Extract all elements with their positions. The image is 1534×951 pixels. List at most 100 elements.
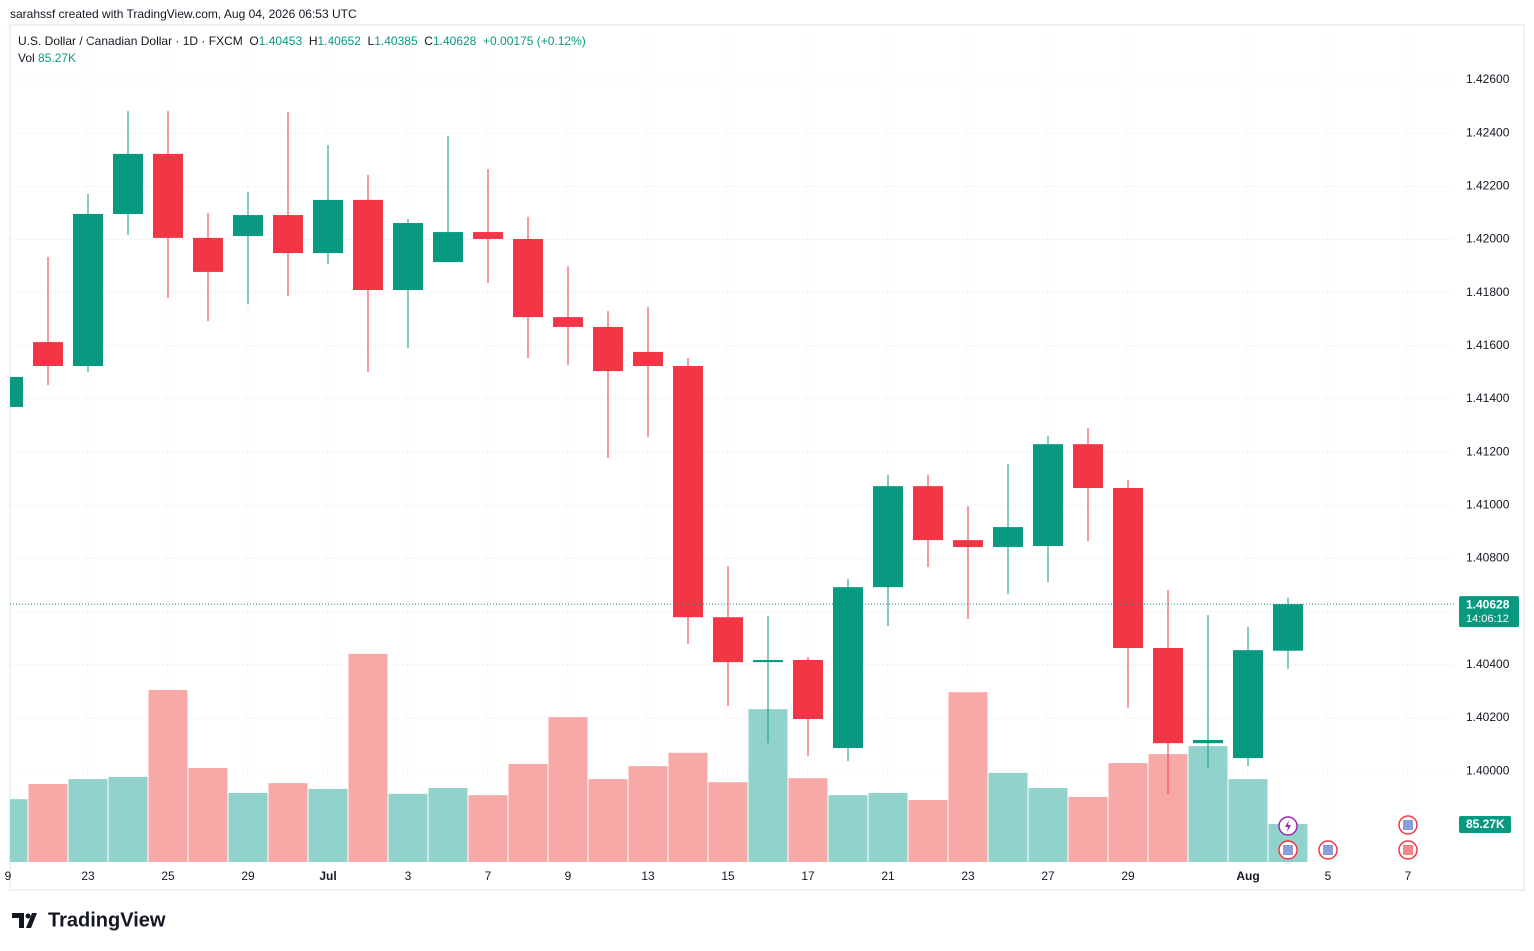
vol-label: Vol bbox=[18, 51, 35, 65]
event-icons bbox=[1278, 815, 1418, 860]
volume-bar bbox=[988, 772, 1028, 862]
o-label: O bbox=[249, 34, 259, 48]
candle-body bbox=[1033, 444, 1063, 546]
x-tick-label: 9 bbox=[565, 869, 572, 883]
volume-bar bbox=[1028, 788, 1068, 862]
volume-bar bbox=[628, 766, 668, 862]
last-price-label: 1.40628 bbox=[1466, 597, 1510, 611]
candle-body bbox=[433, 232, 463, 263]
volume-bar bbox=[948, 692, 988, 862]
candle-body bbox=[553, 317, 583, 327]
candle-body bbox=[633, 351, 663, 367]
vol-legend: Vol 85.27K bbox=[18, 51, 76, 65]
volume-bar bbox=[10, 799, 28, 862]
price-pane bbox=[10, 111, 1455, 795]
y-tick-label: 1.41600 bbox=[1466, 338, 1510, 352]
x-tick-label: Jul bbox=[319, 869, 336, 883]
volume-bar bbox=[508, 763, 548, 862]
brand-logo-dot bbox=[25, 913, 31, 919]
x-tick-label: 23 bbox=[81, 869, 95, 883]
x-tick-label: 29 bbox=[1121, 869, 1135, 883]
volume-bar bbox=[428, 788, 468, 862]
volume-bar bbox=[868, 792, 908, 862]
volume-bar bbox=[268, 783, 308, 862]
c-value: 1.40628 bbox=[432, 34, 477, 48]
frame bbox=[9, 24, 1525, 891]
volume-bar bbox=[1228, 779, 1268, 862]
volume-bar bbox=[1068, 796, 1108, 862]
symbol: U.S. Dollar / Canadian Dollar · 1D · FXC… bbox=[18, 34, 243, 48]
axes: 1.400001.402001.404001.406001.408001.410… bbox=[5, 72, 1519, 883]
candle-body bbox=[593, 326, 623, 372]
l-value: 1.40385 bbox=[374, 34, 418, 48]
x-tick-label: 21 bbox=[881, 869, 895, 883]
volume-bar bbox=[108, 776, 148, 862]
candle-body bbox=[1193, 739, 1223, 744]
x-tick-label: 23 bbox=[961, 869, 975, 883]
candle-body bbox=[473, 232, 503, 239]
flag-us bbox=[1323, 845, 1333, 855]
volume-bar bbox=[908, 800, 948, 862]
volume-bar bbox=[348, 653, 388, 862]
x-tick-label: 15 bbox=[721, 869, 735, 883]
y-tick-label: 1.42200 bbox=[1466, 179, 1510, 193]
candle-body bbox=[913, 486, 943, 541]
candle-body bbox=[10, 376, 23, 407]
candle-body bbox=[993, 527, 1023, 548]
candle-body bbox=[193, 237, 223, 272]
candle-body bbox=[753, 659, 783, 663]
volume-pane bbox=[10, 653, 1308, 862]
volume-bar bbox=[308, 788, 348, 862]
volume-bar bbox=[668, 752, 708, 862]
countdown: 14:06:12 bbox=[1466, 613, 1509, 625]
h-label: H bbox=[308, 34, 318, 48]
brand: TradingView bbox=[12, 909, 166, 931]
candle-body bbox=[873, 486, 903, 588]
volume-label-box bbox=[1459, 815, 1511, 833]
volume-bar bbox=[828, 795, 868, 862]
candle-body bbox=[513, 238, 543, 318]
vol-value: 85.27K bbox=[38, 51, 77, 65]
credit: sarahssf created with TradingView.com, A… bbox=[10, 7, 357, 21]
volume-bar bbox=[68, 779, 108, 862]
candle-body bbox=[833, 587, 863, 748]
volume-bar bbox=[148, 689, 188, 862]
x-tick-label: 29 bbox=[241, 869, 255, 883]
candle-body bbox=[313, 199, 343, 254]
candle-body bbox=[793, 659, 823, 720]
l-label: L bbox=[367, 34, 375, 48]
y-tick-label: 1.41200 bbox=[1466, 444, 1510, 458]
volume-bar bbox=[468, 795, 508, 862]
volume-bar bbox=[188, 767, 228, 862]
x-tick-label: 9 bbox=[5, 869, 12, 883]
candle-body bbox=[33, 342, 63, 367]
y-tick-label: 1.42600 bbox=[1466, 72, 1510, 86]
candle-body bbox=[713, 617, 743, 663]
volume-bar bbox=[1108, 763, 1148, 862]
brand-logo bbox=[12, 913, 37, 928]
candle-body bbox=[393, 223, 423, 291]
volume-bar bbox=[388, 793, 428, 862]
x-tick-label: Aug bbox=[1236, 869, 1259, 883]
flag-ca bbox=[1403, 845, 1413, 855]
candle-body bbox=[153, 153, 183, 238]
y-tick-label: 1.41800 bbox=[1466, 285, 1510, 299]
candle-body bbox=[673, 366, 703, 618]
volume-bar bbox=[28, 784, 68, 862]
x-tick-label: 7 bbox=[1405, 869, 1412, 883]
y-tick-label: 1.40400 bbox=[1466, 657, 1510, 671]
y-tick-label: 1.41000 bbox=[1466, 497, 1510, 511]
y-tick-label: 1.42000 bbox=[1466, 232, 1510, 246]
volume-bar bbox=[788, 778, 828, 862]
y-tick-label: 1.41400 bbox=[1466, 391, 1510, 405]
legend: U.S. Dollar / Canadian Dollar · 1D · FXC… bbox=[18, 34, 586, 48]
y-tick-label: 1.40800 bbox=[1466, 551, 1510, 565]
brand-name: TradingView bbox=[48, 909, 166, 931]
x-tick-label: 13 bbox=[641, 869, 655, 883]
candle-body bbox=[1233, 650, 1263, 759]
volume-label: 85.27K bbox=[1466, 817, 1505, 831]
candle-body bbox=[953, 540, 983, 548]
candle-body bbox=[273, 215, 303, 254]
volume-bar bbox=[588, 779, 628, 862]
